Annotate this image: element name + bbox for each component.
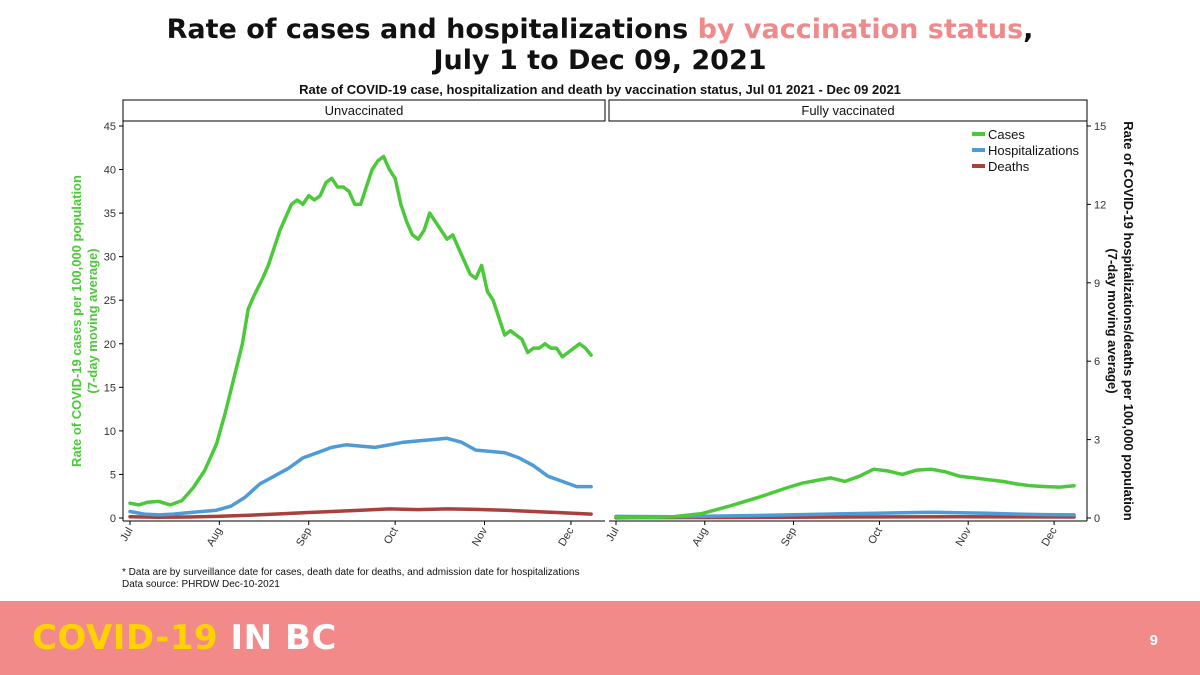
slide-title: Rate of cases and hospitalizations by va… (0, 14, 1200, 76)
x-ticks-unvaccinated: Jul Aug Sep Oct Nov Dec (118, 521, 577, 548)
legend: Cases Hospitalizations Deaths (972, 127, 1080, 174)
series-line-hospitalizations (614, 510, 1076, 519)
panel-label-fully-vaccinated: Fully vaccinated (801, 103, 894, 118)
title-text-main: Rate of cases and hospitalizations (166, 14, 698, 45)
left-y-tick-label: 15 (104, 382, 116, 394)
footer-brand-covid: COVID-19 (32, 618, 219, 658)
right-y-tick-label: 6 (1094, 356, 1100, 368)
left-y-tick-label: 5 (110, 469, 116, 481)
legend-label-cases: Cases (988, 127, 1025, 142)
x-tick-label: Oct (866, 526, 885, 547)
legend-label-hospitalizations: Hospitalizations (988, 143, 1080, 158)
title-text-comma: , (1023, 14, 1034, 45)
footer-brand: COVID-19 IN BC (32, 618, 337, 658)
x-ticks-fully-vaccinated: Jul Aug Sep Oct Nov Dec (604, 521, 1060, 548)
data-source: Data source: PHRDW Dec-10-2021 (122, 579, 280, 590)
left-axis-label-line2: (7-day moving average) (85, 248, 100, 393)
legend-label-deaths: Deaths (988, 159, 1030, 174)
panel-label-unvaccinated: Unvaccinated (325, 103, 404, 118)
series-unvaccinated (128, 154, 593, 519)
right-axis-label-line2: (7-day moving average) (1105, 248, 1120, 393)
panel-strip-fully-vaccinated (608, 99, 1088, 122)
title-date-range: July 1 to Dec 09, 2021 (433, 45, 767, 76)
right-y-tick-label: 12 (1094, 199, 1106, 211)
panel-strip-unvaccinated (122, 99, 606, 122)
series-line-cases (614, 467, 1076, 520)
title-text-accent: by vaccination status (697, 14, 1024, 45)
left-y-tick-label: 40 (104, 165, 116, 177)
left-y-tick-label: 35 (104, 208, 116, 220)
x-tick-label: Nov (954, 525, 974, 548)
left-axis-label-line1: Rate of COVID-19 cases per 100,000 popul… (69, 175, 84, 467)
series-line-deaths (128, 507, 593, 519)
x-tick-label: Oct (382, 526, 401, 547)
series-line-cases (128, 154, 593, 507)
right-axis-label-line1: Rate of COVID-19 hospitalizations/deaths… (1121, 121, 1136, 521)
x-tick-label: Aug (205, 526, 225, 549)
footer-brand-bc: IN BC (218, 618, 337, 658)
x-tick-label: Dec (556, 525, 576, 548)
x-tick-label: Aug (690, 526, 710, 549)
left-y-tick-label: 20 (104, 339, 116, 351)
series-line-hospitalizations (128, 436, 593, 517)
page-number: 9 (1149, 632, 1158, 649)
right-y-tick-label: 15 (1094, 121, 1106, 133)
x-tick-label: Sep (294, 526, 314, 549)
x-tick-label: Sep (779, 526, 799, 549)
left-y-tick-label: 10 (104, 426, 116, 438)
x-tick-label: Dec (1040, 525, 1060, 548)
left-y-tick-label: 45 (104, 121, 116, 133)
left-y-tick-label: 25 (104, 295, 116, 307)
left-y-tick-label: 0 (110, 513, 116, 525)
right-y-tick-label: 9 (1094, 278, 1100, 290)
footer-bar: COVID-19 IN BC 9 (0, 601, 1200, 675)
series-fully-vaccinated (614, 467, 1076, 520)
right-y-ticks: 0 3 6 9 12 15 (1087, 121, 1106, 525)
chart: Rate of COVID-19 case, hospitalization a… (69, 82, 1136, 548)
data-note: * Data are by surveillance date for case… (122, 567, 580, 578)
x-tick-label: Nov (470, 525, 490, 548)
chart-title: Rate of COVID-19 case, hospitalization a… (299, 82, 901, 97)
left-y-ticks: 0 5 10 15 20 25 30 35 40 45 (104, 121, 123, 525)
right-y-tick-label: 3 (1094, 435, 1100, 447)
x-tick-label: Jul (118, 526, 135, 544)
x-tick-label: Jul (604, 526, 621, 544)
left-y-tick-label: 30 (104, 252, 116, 264)
right-y-tick-label: 0 (1094, 513, 1100, 525)
